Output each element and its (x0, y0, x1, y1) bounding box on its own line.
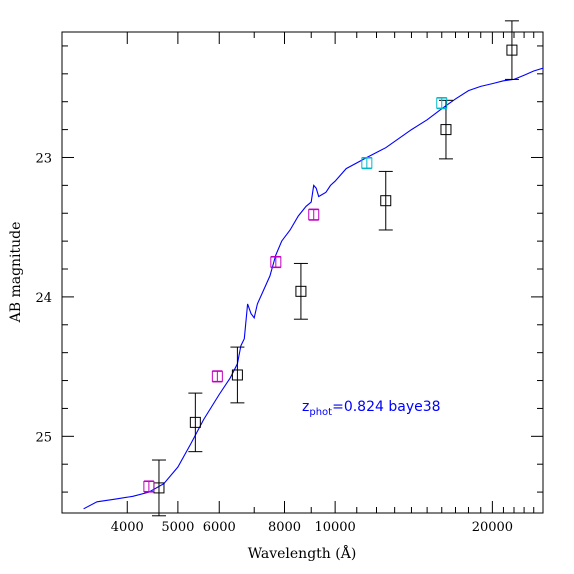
y-tick-label: 24 (35, 291, 52, 306)
square-marker (189, 416, 201, 428)
square-marker (506, 44, 518, 56)
data-point (188, 392, 203, 453)
model-spectrum-line (83, 67, 543, 510)
y-tick-label: 23 (35, 151, 52, 166)
photometry-points (143, 20, 519, 517)
square-marker (361, 157, 373, 169)
axis-ticks (61, 32, 544, 513)
x-tick-label: 6000 (203, 520, 236, 535)
square-marker (380, 195, 392, 207)
data-point (361, 156, 373, 170)
data-point (143, 480, 155, 493)
x-tick-label: 5000 (161, 520, 194, 535)
data-point (504, 20, 519, 80)
square-marker (308, 209, 320, 221)
square-marker (440, 124, 452, 136)
square-marker (231, 369, 243, 381)
data-point (211, 370, 223, 383)
square-marker (270, 256, 282, 268)
x-tick-label: 8000 (268, 520, 301, 535)
square-marker (143, 481, 155, 493)
y-axis-label: AB magnitude (8, 222, 24, 324)
square-marker (211, 370, 223, 382)
square-marker (436, 97, 448, 109)
x-axis-label: Wavelength (Å) (248, 544, 357, 562)
data-point (378, 170, 393, 231)
y-tick-label: 25 (35, 430, 52, 445)
plot-frame (61, 31, 544, 514)
model-spectrum (83, 67, 543, 510)
square-marker (295, 285, 307, 297)
annotation-subscript: phot (309, 407, 332, 418)
data-point (230, 346, 245, 404)
x-tick-label: 10000 (314, 520, 355, 535)
redshift-annotation: zphot=0.824 baye38 (302, 399, 441, 418)
data-point (308, 208, 320, 221)
data-point (270, 255, 282, 269)
data-point (293, 262, 308, 320)
annotation-value: =0.824 baye38 (332, 399, 440, 415)
x-tick-label: 4000 (111, 520, 144, 535)
axis-tick-labels: 4000 5000 6000 8000 10000 20000 23 24 25 (35, 151, 513, 535)
data-point (436, 97, 448, 110)
x-tick-label: 20000 (472, 520, 513, 535)
annotation-prefix: z (302, 399, 309, 415)
